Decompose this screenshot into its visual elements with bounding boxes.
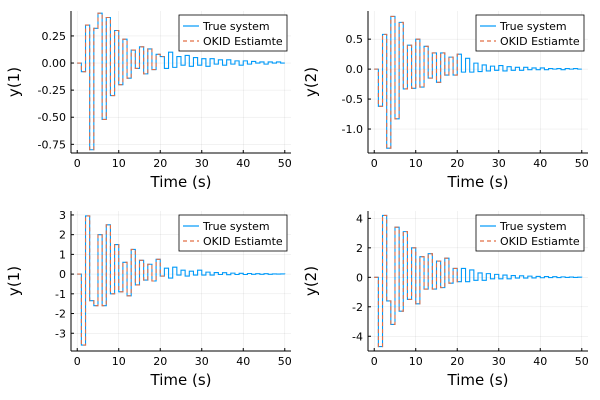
y-tick-label: -0.25 bbox=[38, 84, 66, 97]
x-tick-label: 10 bbox=[409, 157, 423, 170]
legend-label-okid-estimate: OKID Estiamte bbox=[203, 35, 283, 48]
y-axis-label: y(2) bbox=[302, 67, 320, 97]
legend-label-true-system: True system bbox=[499, 20, 567, 33]
y-tick-label: 0.5 bbox=[346, 33, 364, 46]
y-tick-label: 1 bbox=[59, 248, 66, 261]
y-axis-label: y(1) bbox=[5, 67, 23, 97]
y-tick-label: -3 bbox=[55, 327, 66, 340]
legend: True system OKID Estiamte bbox=[178, 214, 288, 252]
legend: True system OKID Estiamte bbox=[178, 14, 288, 52]
x-tick-label: 40 bbox=[236, 355, 250, 368]
series-okid-estimate bbox=[374, 214, 462, 348]
y-tick-label: -1.0 bbox=[342, 123, 363, 136]
x-tick-label: 50 bbox=[278, 355, 292, 368]
y-tick-label: -0.50 bbox=[38, 111, 66, 124]
x-axis-label: Time (s) bbox=[447, 173, 509, 191]
y-tick-label: -0.5 bbox=[342, 93, 363, 106]
subplot-1: 0 10 20 30 40 50 0.25 0.00 -0.25 -0.50 -0.75 Time (… bbox=[5, 11, 292, 191]
x-tick-label: 0 bbox=[74, 355, 81, 368]
x-tick-label: 30 bbox=[195, 157, 209, 170]
x-tick-label: 40 bbox=[533, 355, 547, 368]
x-tick-label: 20 bbox=[450, 355, 464, 368]
legend-label-true-system: True system bbox=[202, 20, 270, 33]
series-okid-estimate bbox=[77, 215, 165, 346]
y-axis-label: y(1) bbox=[5, 266, 23, 296]
series-okid-estimate bbox=[374, 15, 462, 149]
y-tick-label: -2 bbox=[352, 301, 363, 314]
legend-label-okid-estimate: OKID Estiamte bbox=[500, 235, 580, 248]
y-tick-label: 0 bbox=[59, 268, 66, 281]
legend-box bbox=[475, 14, 585, 52]
y-tick-label: 3 bbox=[59, 209, 66, 222]
series-okid-estimate bbox=[77, 12, 165, 151]
subplot-2: 0 10 20 30 40 50 0.5 0.0 -0.5 -1.0 Time (s) y(2) Tru… bbox=[302, 11, 589, 191]
x-tick-label: 0 bbox=[371, 157, 378, 170]
legend-box bbox=[178, 214, 288, 252]
y-tick-label: 0.00 bbox=[42, 57, 67, 70]
y-tick-label: 0 bbox=[356, 271, 363, 284]
x-tick-label: 0 bbox=[371, 355, 378, 368]
y-tick-label: -0.75 bbox=[38, 138, 66, 151]
x-axis-label: Time (s) bbox=[150, 371, 212, 389]
legend: True system OKID Estiamte bbox=[475, 14, 585, 52]
legend: True system OKID Estiamte bbox=[475, 214, 585, 252]
x-tick-label: 50 bbox=[575, 355, 589, 368]
x-tick-label: 20 bbox=[450, 157, 464, 170]
x-tick-label: 50 bbox=[278, 157, 292, 170]
y-tick-label: 2 bbox=[59, 229, 66, 242]
series-true-system bbox=[374, 15, 582, 149]
legend-label-true-system: True system bbox=[202, 220, 270, 233]
x-tick-label: 10 bbox=[409, 355, 423, 368]
legend-label-okid-estimate: OKID Estiamte bbox=[500, 35, 580, 48]
x-tick-label: 50 bbox=[575, 157, 589, 170]
legend-box bbox=[178, 14, 288, 52]
y-tick-label: 2 bbox=[356, 242, 363, 255]
x-tick-label: 30 bbox=[195, 355, 209, 368]
y-tick-label: 0.25 bbox=[42, 30, 67, 43]
y-tick-label: -4 bbox=[352, 330, 363, 343]
x-tick-label: 10 bbox=[112, 157, 126, 170]
x-tick-label: 40 bbox=[533, 157, 547, 170]
x-axis-label: Time (s) bbox=[150, 173, 212, 191]
x-tick-label: 20 bbox=[153, 157, 167, 170]
y-tick-label: 4 bbox=[356, 212, 363, 225]
x-tick-label: 10 bbox=[112, 355, 126, 368]
x-tick-label: 20 bbox=[153, 355, 167, 368]
y-tick-label: -2 bbox=[55, 308, 66, 321]
x-tick-label: 0 bbox=[74, 157, 81, 170]
x-tick-label: 30 bbox=[492, 157, 506, 170]
legend-label-okid-estimate: OKID Estiamte bbox=[203, 235, 283, 248]
x-tick-label: 30 bbox=[492, 355, 506, 368]
x-tick-label: 40 bbox=[236, 157, 250, 170]
legend-box bbox=[475, 214, 585, 252]
y-axis-label: y(2) bbox=[302, 266, 320, 296]
y-tick-label: -1 bbox=[55, 288, 66, 301]
y-tick-label: 0.0 bbox=[346, 63, 364, 76]
x-axis-label: Time (s) bbox=[447, 371, 509, 389]
legend-label-true-system: True system bbox=[499, 220, 567, 233]
